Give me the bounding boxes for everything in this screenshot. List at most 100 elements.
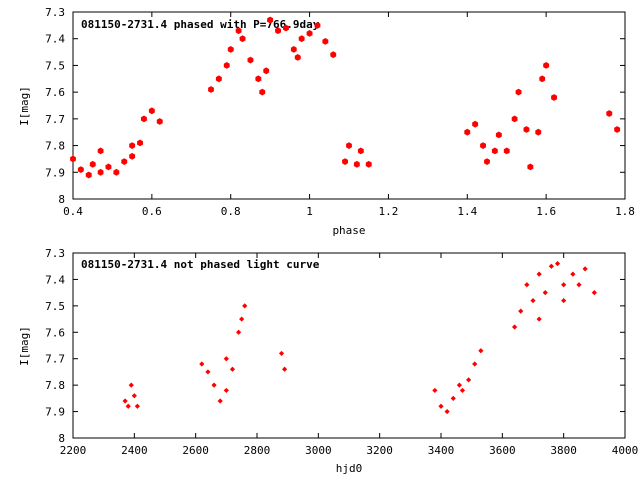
data-point <box>466 377 472 383</box>
data-point <box>77 166 84 173</box>
y-tick-label: 7.3 <box>45 247 65 260</box>
y-tick-label: 7.7 <box>45 353 65 366</box>
chart-title: 081150-2731.4 not phased light curve <box>81 258 320 271</box>
data-point <box>217 398 223 404</box>
data-point <box>491 147 498 155</box>
data-point <box>539 75 546 83</box>
data-point <box>530 297 536 304</box>
data-point <box>570 271 576 277</box>
data-point <box>576 282 582 288</box>
data-point <box>582 266 588 272</box>
data-point <box>156 118 163 125</box>
data-point <box>353 160 360 168</box>
data-point <box>211 382 217 388</box>
data-point <box>113 168 120 176</box>
data-point <box>227 46 234 53</box>
data-point <box>97 147 104 155</box>
data-point <box>480 142 486 149</box>
x-tick-label: 0.6 <box>142 205 162 218</box>
data-point <box>478 348 484 354</box>
data-point <box>484 158 490 165</box>
data-point <box>121 158 128 165</box>
x-tick-label: 0.4 <box>63 205 83 218</box>
x-tick-label: 1.8 <box>615 205 635 218</box>
y-tick-label: 7.6 <box>45 86 65 99</box>
data-point <box>450 395 456 401</box>
x-axis-label: phase <box>332 224 365 237</box>
data-point <box>527 163 534 171</box>
data-point <box>524 282 530 288</box>
data-point <box>298 35 305 43</box>
data-point <box>282 366 288 372</box>
data-point <box>511 115 518 123</box>
data-point <box>495 131 502 139</box>
data-point <box>536 271 542 277</box>
x-tick-label: 1.6 <box>536 205 556 218</box>
data-point <box>134 403 140 409</box>
x-tick-label: 2200 <box>60 444 87 457</box>
data-point <box>278 350 285 357</box>
data-point <box>239 316 245 322</box>
data-point <box>561 297 567 304</box>
data-point <box>515 88 522 96</box>
data-point <box>523 126 530 133</box>
data-point <box>518 308 524 314</box>
data-point <box>357 147 364 155</box>
y-tick-label: 7.7 <box>45 113 65 126</box>
data-point <box>535 128 542 136</box>
data-point <box>464 128 471 136</box>
x-tick-label: 3200 <box>366 444 393 457</box>
data-point <box>137 139 143 147</box>
x-tick-label: 3000 <box>305 444 332 457</box>
data-point <box>141 115 147 123</box>
data-point <box>247 56 254 64</box>
data-point <box>306 30 313 37</box>
data-point <box>208 86 214 93</box>
data-point <box>322 38 329 45</box>
x-tick-label: 2600 <box>182 444 209 457</box>
y-axis-label: I[mag] <box>18 326 31 366</box>
y-tick-label: 7.6 <box>45 326 65 339</box>
data-point <box>128 382 134 388</box>
data-point <box>89 160 96 168</box>
unphased-panel: 2200 2400 2600 2800 3000 3200 3400 3600 3800 4000… <box>18 247 638 475</box>
data-point <box>294 54 301 61</box>
data-point <box>548 263 554 269</box>
x-tick-label: 3800 <box>550 444 577 457</box>
data-point <box>503 147 510 155</box>
data-point <box>438 403 444 409</box>
data-point <box>223 62 230 69</box>
data-point <box>456 382 462 388</box>
y-tick-label: 7.9 <box>45 166 65 179</box>
data-point <box>342 158 348 165</box>
data-point <box>543 62 550 69</box>
data-point <box>223 387 229 394</box>
data-point <box>275 27 281 35</box>
plot-frame <box>72 252 626 439</box>
data-point <box>229 366 236 372</box>
y-tick-label: 7.3 <box>45 6 65 19</box>
data-point <box>131 393 137 399</box>
x-tick-label: 3400 <box>428 444 455 457</box>
data-point <box>472 120 479 128</box>
data-point <box>283 24 289 32</box>
y-tick-label: 8 <box>58 432 65 445</box>
x-tick-label: 3600 <box>489 444 516 457</box>
data-point <box>122 398 128 404</box>
data-point <box>551 94 557 101</box>
data-point <box>536 316 542 322</box>
data-point <box>255 75 262 83</box>
y-tick-label: 7.8 <box>45 140 65 153</box>
data-point <box>346 142 352 149</box>
data-point <box>125 403 131 409</box>
data-point <box>129 152 136 160</box>
data-point <box>512 324 518 330</box>
data-point <box>129 142 136 149</box>
chart-title: 081150-2731.4 phased with P=766.9day <box>81 18 320 31</box>
data-point <box>561 282 567 288</box>
data-point <box>614 126 621 133</box>
x-tick-label: 1.2 <box>378 205 398 218</box>
data-point <box>97 168 104 176</box>
y-axis-label: I[mag] <box>18 86 31 126</box>
